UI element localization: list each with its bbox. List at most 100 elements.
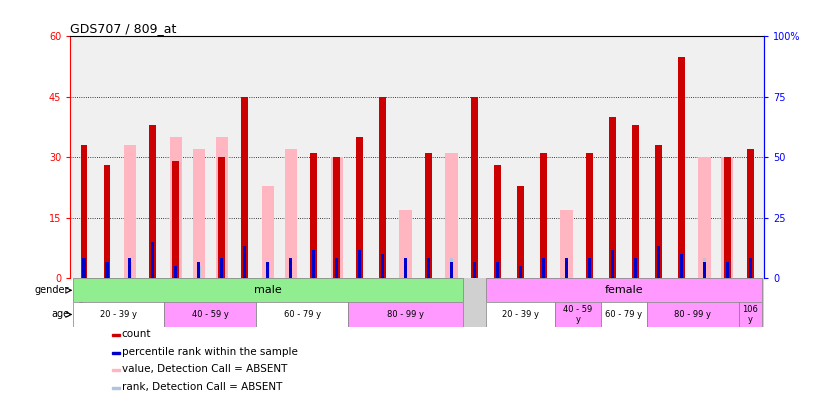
Bar [381, 254, 384, 278]
Text: 40 - 59 y: 40 - 59 y [192, 310, 229, 319]
Text: 60 - 79 y: 60 - 79 y [605, 310, 643, 319]
Bar [519, 266, 522, 278]
Bar [601, 303, 647, 326]
Bar [173, 161, 179, 278]
Bar [124, 145, 136, 278]
Bar [634, 258, 637, 278]
Bar [647, 303, 738, 326]
Bar [565, 258, 568, 278]
Bar [164, 303, 256, 326]
Bar [266, 262, 269, 278]
Bar [73, 278, 463, 303]
Bar [335, 262, 339, 278]
Bar [256, 303, 349, 326]
Text: 106
y: 106 y [743, 305, 758, 324]
Bar [555, 303, 601, 326]
Bar [542, 258, 545, 278]
Bar [311, 153, 317, 278]
Bar [197, 262, 201, 278]
Text: gender: gender [35, 285, 69, 295]
Bar [450, 258, 453, 278]
Bar [174, 262, 178, 278]
Bar [312, 250, 316, 278]
Bar [289, 266, 292, 278]
Text: 80 - 99 y: 80 - 99 y [674, 310, 711, 319]
Bar [106, 262, 108, 278]
Bar [112, 387, 120, 389]
Bar [425, 153, 432, 278]
Text: 20 - 39 y: 20 - 39 y [502, 310, 539, 319]
Bar [73, 303, 164, 326]
Bar [517, 185, 524, 278]
Bar [192, 149, 205, 278]
Bar [289, 258, 292, 278]
Bar [609, 117, 616, 278]
Bar [81, 145, 88, 278]
Bar [174, 266, 178, 278]
Text: 80 - 99 y: 80 - 99 y [387, 310, 424, 319]
Bar [112, 369, 120, 371]
Bar [540, 153, 547, 278]
Bar [404, 258, 407, 278]
Bar [244, 246, 246, 278]
Text: value, Detection Call = ABSENT: value, Detection Call = ABSENT [121, 364, 287, 375]
Bar [703, 262, 706, 278]
Bar [218, 157, 225, 278]
Bar [400, 210, 412, 278]
Bar [262, 185, 274, 278]
Text: rank, Detection Call = ABSENT: rank, Detection Call = ABSENT [121, 382, 282, 392]
Bar [678, 57, 685, 278]
Bar [169, 137, 182, 278]
Bar [565, 258, 568, 278]
Bar [241, 97, 249, 278]
Bar [726, 262, 729, 278]
Bar [486, 278, 762, 303]
Bar [738, 303, 762, 326]
Bar [150, 125, 156, 278]
Text: GDS707 / 809_at: GDS707 / 809_at [70, 22, 177, 35]
Bar [445, 153, 458, 278]
Bar [655, 145, 662, 278]
Bar [266, 262, 269, 278]
Bar [494, 165, 501, 278]
Text: 40 - 59
y: 40 - 59 y [563, 305, 592, 324]
Text: 20 - 39 y: 20 - 39 y [100, 310, 137, 319]
Bar [657, 246, 660, 278]
Bar [335, 258, 339, 278]
Bar [724, 157, 731, 278]
Bar [404, 258, 407, 278]
Bar [680, 254, 683, 278]
Bar [698, 157, 710, 278]
Bar [721, 157, 733, 278]
Bar [356, 137, 363, 278]
Bar [486, 303, 555, 326]
Bar [473, 262, 476, 278]
Bar [221, 258, 223, 278]
Bar [349, 303, 463, 326]
Bar [220, 266, 224, 278]
Bar [379, 97, 386, 278]
Bar [103, 165, 111, 278]
Bar [588, 258, 591, 278]
Bar [471, 97, 478, 278]
Bar [151, 242, 154, 278]
Text: 60 - 79 y: 60 - 79 y [283, 310, 320, 319]
Bar [112, 334, 120, 336]
Text: female: female [605, 285, 643, 295]
Text: percentile rank within the sample: percentile rank within the sample [121, 347, 297, 357]
Bar [450, 262, 453, 278]
Bar [748, 258, 752, 278]
Bar [197, 266, 201, 278]
Bar [128, 262, 131, 278]
Bar [747, 149, 753, 278]
Bar [285, 149, 297, 278]
Bar [83, 258, 86, 278]
Bar [128, 258, 131, 278]
Bar [112, 352, 120, 354]
Bar [427, 258, 430, 278]
Bar [703, 258, 706, 278]
Bar [216, 137, 228, 278]
Text: count: count [121, 329, 151, 339]
Text: male: male [254, 285, 282, 295]
Text: age: age [51, 309, 69, 320]
